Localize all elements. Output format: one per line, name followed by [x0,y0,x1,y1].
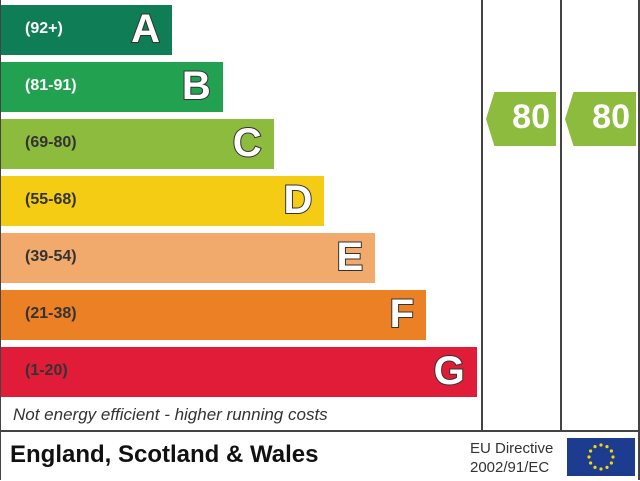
rating-letter: B [181,63,212,109]
rating-bar-e: (39-54) E [1,233,376,283]
star-icon [587,455,591,459]
rating-range: (39-54) [25,248,77,265]
rating-range: (69-80) [25,134,77,151]
rating-letter: A [130,6,161,52]
rating-letter: F [389,291,415,337]
rating-range: (55-68) [25,191,77,208]
rating-letter: G [433,348,466,394]
right-border [638,0,640,480]
footer-divider [0,430,640,432]
rating-bar-d: (55-68) D [1,176,325,226]
rating-bar-c: (69-80) C [1,119,274,169]
eu-flag-icon [567,438,635,476]
rating-bar-a: (92+) A [1,5,172,55]
column-divider-current [481,0,483,432]
current-rating-arrow: 80 [486,92,556,146]
rating-bar-f: (21-38) F [1,290,426,340]
eu-directive: EU Directive 2002/91/EC [470,439,553,477]
star-icon [589,461,593,465]
left-border [0,0,1,480]
directive-line1: EU Directive [470,440,554,457]
bottom-note: Not energy efficient - higher running co… [13,405,328,424]
rating-range: (21-38) [25,305,77,322]
star-icon [611,455,615,459]
column-divider-potential [560,0,562,432]
star-icon [609,449,613,453]
star-icon [593,445,597,449]
star-icon [599,443,603,447]
star-icon [593,465,597,469]
star-icon [605,465,609,469]
region-label: England, Scotland & Wales [10,441,319,468]
rating-letter: E [336,234,365,280]
potential-rating-value: 80 [592,98,630,136]
rating-bar-b: (81-91) B [1,62,223,112]
current-rating-value: 80 [512,98,550,136]
potential-rating-arrow: 80 [565,92,636,146]
star-icon [605,445,609,449]
rating-letter: D [283,177,314,223]
rating-range: (81-91) [25,77,77,94]
star-icon [589,449,593,453]
star-icon [609,461,613,465]
rating-range: (1-20) [25,362,68,379]
rating-range: (92+) [25,20,63,37]
rating-bar-g: (1-20) G [1,347,477,397]
directive-line2: 2002/91/EC [470,459,550,476]
rating-letter: C [232,120,263,166]
star-icon [599,467,603,471]
